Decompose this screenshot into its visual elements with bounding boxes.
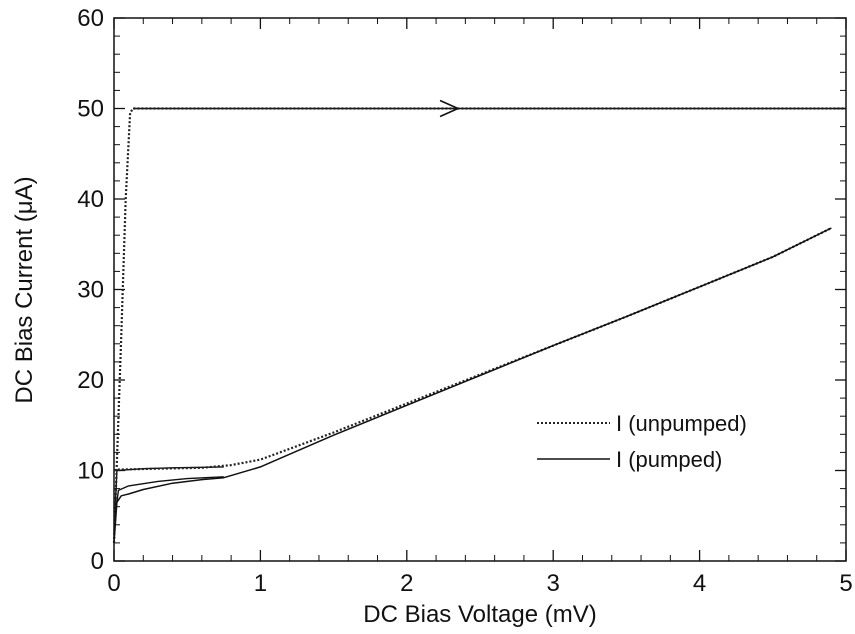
x-tick-label: 4 xyxy=(693,570,706,597)
y-tick-label: 50 xyxy=(77,96,104,123)
y-tick-label: 40 xyxy=(77,186,104,213)
plot-frame xyxy=(113,17,847,562)
series-layer xyxy=(112,107,846,543)
legend: I (unpumped) I (pumped) xyxy=(537,411,747,472)
x-tick-label: 0 xyxy=(107,570,120,597)
x-tick-label: 5 xyxy=(839,570,852,597)
y-tick-label: 0 xyxy=(91,548,104,575)
annotation-layer xyxy=(439,99,461,118)
arrow-annotation-0 xyxy=(439,99,461,118)
x-axis-title: DC Bias Voltage (mV) xyxy=(363,601,596,628)
series-line-unpumped-0 xyxy=(112,107,846,543)
series-line-extra-1 xyxy=(113,476,224,525)
legend-label-unpumped: I (unpumped) xyxy=(616,411,747,436)
y-tick-label: 30 xyxy=(77,277,104,304)
y-axis-title: DC Bias Current (μA) xyxy=(11,176,38,403)
x-tick-label: 2 xyxy=(400,570,413,597)
series-line-pumped-2 xyxy=(113,227,832,543)
x-tick-label: 3 xyxy=(547,570,560,597)
x-tick-label: 1 xyxy=(254,570,267,597)
legend-label-pumped: I (pumped) xyxy=(616,447,722,472)
y-tick-label: 10 xyxy=(77,458,104,485)
axis-ticks xyxy=(113,17,847,562)
y-tick-label: 20 xyxy=(77,367,104,394)
y-tick-label: 60 xyxy=(77,5,104,32)
